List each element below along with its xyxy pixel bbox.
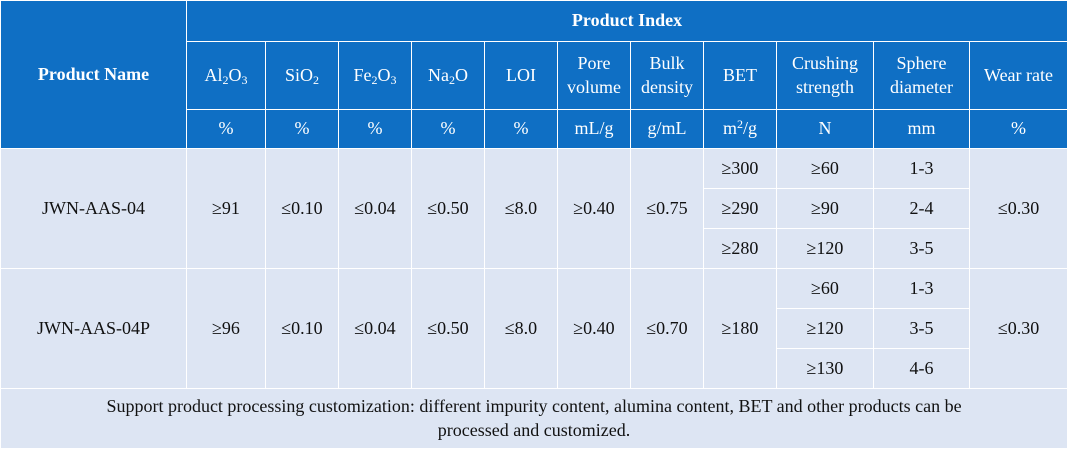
unit-bulk-density: g/mL xyxy=(630,109,704,149)
sphere-diameter-cell: 3-5 xyxy=(873,308,970,349)
fe2o3-cell: ≤0.04 xyxy=(338,268,412,389)
table-row: JWN-AAS-04P ≥96 ≤0.10 ≤0.04 ≤0.50 ≤8.0 ≥… xyxy=(0,268,1067,389)
bulk-density-cell: ≤0.75 xyxy=(630,148,704,269)
unit-na2o: % xyxy=(411,109,485,149)
table-row: ≥280 ≥120 3-5 xyxy=(1,228,1067,269)
crushing-strength-cell: ≥120 xyxy=(776,228,874,269)
column-header-al2o3: Al2O3 xyxy=(186,41,266,110)
table-row: JWN-AAS-04 ≥91 ≤0.10 ≤0.04 ≤0.50 ≤8.0 ≥0… xyxy=(0,148,1067,269)
unit-al2o3: % xyxy=(186,109,266,149)
sphere-diameter-cell: 3-5 xyxy=(873,228,970,269)
product-name-cell: JWN-AAS-04P xyxy=(0,268,187,389)
al2o3-cell: ≥96 xyxy=(186,268,266,389)
sphere-diameter-cell: 1-3 xyxy=(873,268,970,309)
product-spec-table: Product Name Product Index Al2O3 SiO2 Fe… xyxy=(0,0,1067,449)
table-row: ≥120 3-5 xyxy=(1,308,1067,349)
unit-fe2o3: % xyxy=(338,109,412,149)
sphere-diameter-cell: 2-4 xyxy=(873,188,970,229)
header-product-name: Product Name xyxy=(0,0,187,149)
na2o-cell: ≤0.50 xyxy=(411,148,485,269)
pore-volume-cell: ≥0.40 xyxy=(557,148,631,269)
customization-note: Support product processing customization… xyxy=(0,388,1067,449)
wear-rate-cell: ≤0.30 xyxy=(968,148,1067,269)
wear-rate-cell: ≤0.30 xyxy=(968,268,1067,389)
column-header-sphere-diameter: Sphere diameter xyxy=(873,41,970,110)
sphere-diameter-cell: 4-6 xyxy=(873,348,970,389)
sphere-diameter-cell: 1-3 xyxy=(873,148,970,189)
bet-cell: ≥300 xyxy=(703,148,777,189)
crushing-strength-cell: ≥60 xyxy=(776,148,874,189)
unit-loi: % xyxy=(484,109,558,149)
sio2-cell: ≤0.10 xyxy=(265,268,339,389)
bulk-density-cell: ≤0.70 xyxy=(630,268,704,389)
table-row: ≥130 4-6 xyxy=(1,348,1067,389)
crushing-strength-cell: ≥130 xyxy=(776,348,874,389)
loi-cell: ≤8.0 xyxy=(484,148,558,269)
bet-cell: ≥180 xyxy=(703,268,777,389)
header-product-index: Product Index xyxy=(185,0,1067,42)
loi-cell: ≤8.0 xyxy=(484,268,558,389)
column-header-loi: LOI xyxy=(484,41,558,110)
bet-cell: ≥280 xyxy=(703,228,777,269)
crushing-strength-cell: ≥120 xyxy=(776,308,874,349)
column-header-sio2: SiO2 xyxy=(265,41,339,110)
column-header-pore-volume: Pore volume xyxy=(557,41,631,110)
unit-sphere-diameter: mm xyxy=(873,109,970,149)
unit-wear-rate: % xyxy=(968,109,1067,149)
sio2-cell: ≤0.10 xyxy=(265,148,339,269)
column-header-fe2o3: Fe2O3 xyxy=(338,41,412,110)
crushing-strength-cell: ≥90 xyxy=(776,188,874,229)
unit-bet: m2/g xyxy=(703,109,777,149)
al2o3-cell: ≥91 xyxy=(186,148,266,269)
bet-cell: ≥290 xyxy=(703,188,777,229)
crushing-strength-cell: ≥60 xyxy=(776,268,874,309)
column-header-bet: BET xyxy=(703,41,777,110)
column-header-crushing-strength: Crushing strength xyxy=(776,41,874,110)
product-name-cell: JWN-AAS-04 xyxy=(0,148,187,269)
na2o-cell: ≤0.50 xyxy=(411,268,485,389)
pore-volume-cell: ≥0.40 xyxy=(557,268,631,389)
column-header-bulk-density: Bulk density xyxy=(630,41,704,110)
table-row: ≥290 ≥90 2-4 xyxy=(1,188,1067,229)
unit-sio2: % xyxy=(265,109,339,149)
unit-pore-volume: mL/g xyxy=(557,109,631,149)
column-header-wear-rate: Wear rate xyxy=(968,41,1067,110)
column-header-na2o: Na2O xyxy=(411,41,485,110)
unit-crushing-strength: N xyxy=(776,109,874,149)
fe2o3-cell: ≤0.04 xyxy=(338,148,412,269)
